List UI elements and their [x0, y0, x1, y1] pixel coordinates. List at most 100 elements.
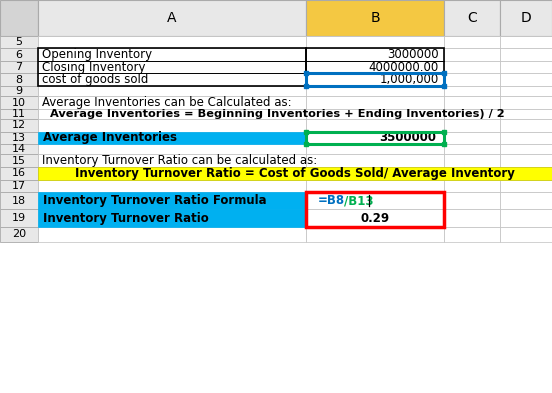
Bar: [444, 209, 500, 227]
Bar: [306, 132, 444, 144]
Text: 18: 18: [12, 196, 26, 206]
Bar: [500, 109, 552, 119]
Bar: [500, 132, 552, 144]
Bar: [444, 180, 500, 192]
Bar: [306, 0, 444, 36]
Text: Average Inventories can be Calculated as:: Average Inventories can be Calculated as…: [42, 96, 291, 109]
Text: 1,000,000: 1,000,000: [380, 73, 439, 86]
Bar: [38, 209, 306, 227]
Bar: [306, 180, 444, 192]
Bar: [38, 132, 306, 144]
Bar: [306, 73, 444, 86]
Text: Inventory Turnover Ratio can be calculated as:: Inventory Turnover Ratio can be calculat…: [42, 154, 317, 167]
Text: /B13: /B13: [344, 194, 373, 208]
Bar: [0, 0, 38, 36]
Bar: [0, 154, 38, 167]
Bar: [0, 209, 38, 227]
Bar: [306, 86, 444, 96]
Text: 11: 11: [12, 109, 26, 119]
Bar: [500, 192, 552, 209]
Text: 7: 7: [15, 62, 22, 72]
Bar: [444, 119, 500, 132]
Bar: [444, 36, 500, 48]
Text: 10: 10: [12, 97, 26, 108]
Bar: [38, 154, 306, 167]
Bar: [444, 192, 500, 209]
Text: Opening Inventory: Opening Inventory: [42, 48, 152, 61]
Bar: [444, 73, 500, 86]
Bar: [0, 227, 38, 242]
Bar: [306, 227, 444, 242]
Bar: [500, 48, 552, 61]
Bar: [306, 192, 444, 209]
Text: Average Inventories = Beginning Inventories + Ending Inventories) / 2: Average Inventories = Beginning Inventor…: [50, 109, 505, 119]
Bar: [0, 86, 38, 96]
Text: Closing Inventory: Closing Inventory: [42, 61, 146, 74]
Bar: [38, 36, 306, 48]
Text: Inventory Turnover Ratio: Inventory Turnover Ratio: [43, 211, 209, 225]
Text: D: D: [521, 11, 532, 25]
Bar: [500, 73, 552, 86]
Bar: [38, 180, 306, 192]
Bar: [306, 132, 444, 144]
Text: =B8: =B8: [317, 194, 344, 208]
Bar: [38, 73, 306, 86]
Text: Inventory Turnover Ratio = Cost of Goods Sold/ Average Inventory: Inventory Turnover Ratio = Cost of Goods…: [75, 167, 514, 180]
Bar: [0, 36, 38, 48]
Bar: [38, 209, 306, 227]
Bar: [38, 109, 306, 119]
Bar: [444, 132, 500, 144]
Bar: [306, 209, 444, 227]
Bar: [38, 96, 306, 109]
Bar: [306, 36, 444, 48]
Bar: [0, 61, 38, 73]
Bar: [444, 61, 500, 73]
Bar: [444, 167, 500, 180]
Bar: [306, 192, 444, 227]
Text: C: C: [468, 11, 477, 25]
Bar: [38, 167, 552, 180]
Text: 13: 13: [12, 133, 26, 143]
Bar: [500, 0, 552, 36]
Bar: [500, 119, 552, 132]
Bar: [444, 48, 500, 61]
Bar: [38, 86, 306, 96]
Bar: [0, 132, 38, 144]
Bar: [306, 132, 444, 144]
Text: cost of goods sold: cost of goods sold: [42, 73, 148, 86]
Text: 12: 12: [12, 120, 26, 130]
Bar: [444, 86, 500, 96]
Text: B: B: [370, 11, 380, 25]
Bar: [38, 132, 306, 144]
Bar: [0, 180, 38, 192]
Bar: [38, 167, 306, 180]
Bar: [0, 109, 38, 119]
Bar: [0, 167, 38, 180]
Text: 6: 6: [15, 50, 22, 60]
Bar: [306, 96, 444, 109]
Bar: [38, 192, 306, 209]
Bar: [38, 144, 306, 154]
Bar: [306, 48, 444, 61]
Bar: [38, 61, 306, 73]
Bar: [444, 96, 500, 109]
Text: 3500000: 3500000: [379, 131, 436, 145]
Bar: [306, 167, 444, 180]
Bar: [0, 73, 38, 86]
Text: 17: 17: [12, 181, 26, 191]
Bar: [444, 0, 500, 36]
Bar: [38, 0, 306, 36]
Bar: [38, 48, 306, 86]
Text: Inventory Turnover Ratio Formula: Inventory Turnover Ratio Formula: [43, 194, 267, 208]
Text: 16: 16: [12, 168, 26, 178]
Bar: [306, 73, 444, 86]
Bar: [0, 119, 38, 132]
Bar: [306, 144, 444, 154]
Text: 3000000: 3000000: [387, 48, 439, 61]
Bar: [444, 109, 500, 119]
Text: 15: 15: [12, 156, 26, 166]
Text: 9: 9: [15, 86, 22, 96]
Bar: [444, 227, 500, 242]
Bar: [306, 192, 444, 209]
Bar: [38, 192, 306, 209]
